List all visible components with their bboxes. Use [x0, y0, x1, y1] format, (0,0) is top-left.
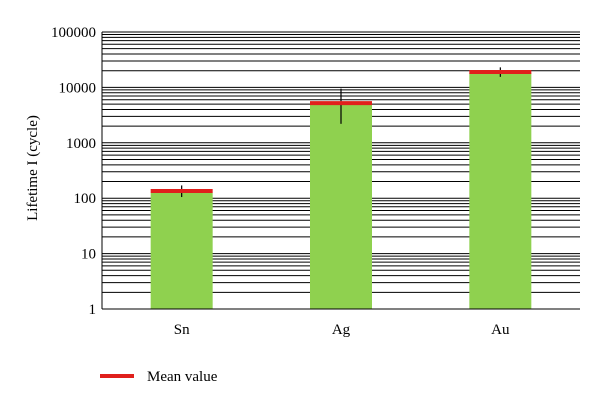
- x-tick-labels: Sn Ag Au: [174, 322, 510, 338]
- y-tick-label: 1: [89, 302, 97, 318]
- y-tick-label: 10000: [59, 80, 97, 96]
- y-tick-label: 100: [74, 191, 97, 207]
- bar-sn: [150, 192, 213, 309]
- mean-markers: [150, 69, 532, 193]
- y-tick-label: 1000: [66, 136, 96, 152]
- bars: [150, 73, 532, 310]
- legend: Mean value: [100, 369, 218, 385]
- y-axis-label: Lifetime I (cycle): [25, 115, 41, 221]
- axes: [101, 32, 580, 310]
- y-tick-labels: 1 10 100 1000 10000 100000: [51, 25, 96, 318]
- x-tick-label: Ag: [332, 322, 351, 338]
- y-tick-label: 100000: [51, 25, 96, 41]
- x-tick-label: Sn: [174, 322, 190, 338]
- y-tick-label: 10: [81, 247, 96, 263]
- legend-mean-label: Mean value: [147, 369, 218, 385]
- x-tick-label: Au: [491, 322, 510, 338]
- bar-au: [469, 73, 532, 309]
- bar-ag: [310, 104, 372, 310]
